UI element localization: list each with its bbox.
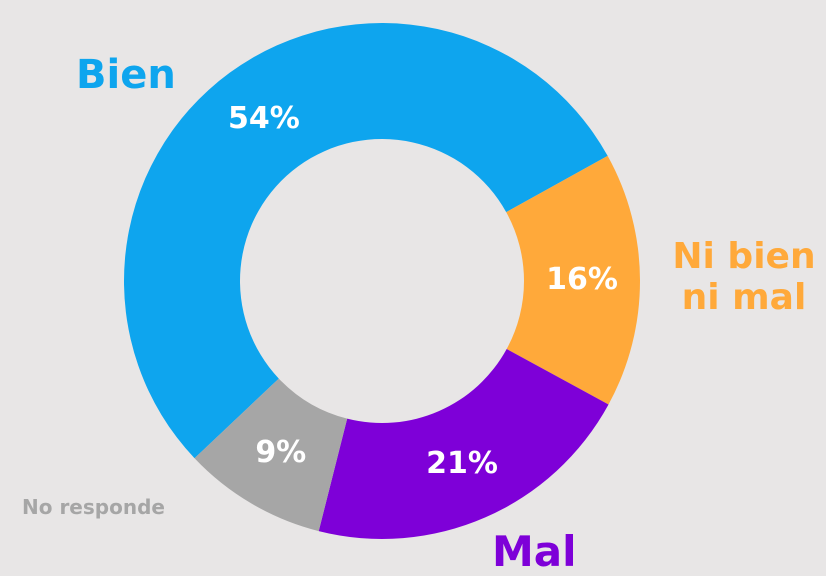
- category-label: Ni bien ni mal: [672, 236, 816, 319]
- category-label: Bien: [76, 52, 176, 98]
- donut-segment: [506, 155, 640, 405]
- donut-segment: [318, 348, 609, 539]
- donut-segment: [123, 22, 608, 459]
- value-label: 21%: [426, 446, 498, 481]
- value-label: 16%: [546, 262, 618, 297]
- value-label: 54%: [228, 101, 300, 136]
- category-label: No responde: [22, 495, 165, 519]
- value-label: 9%: [255, 435, 306, 470]
- category-label: Mal: [492, 527, 577, 576]
- donut-segment: [194, 378, 348, 532]
